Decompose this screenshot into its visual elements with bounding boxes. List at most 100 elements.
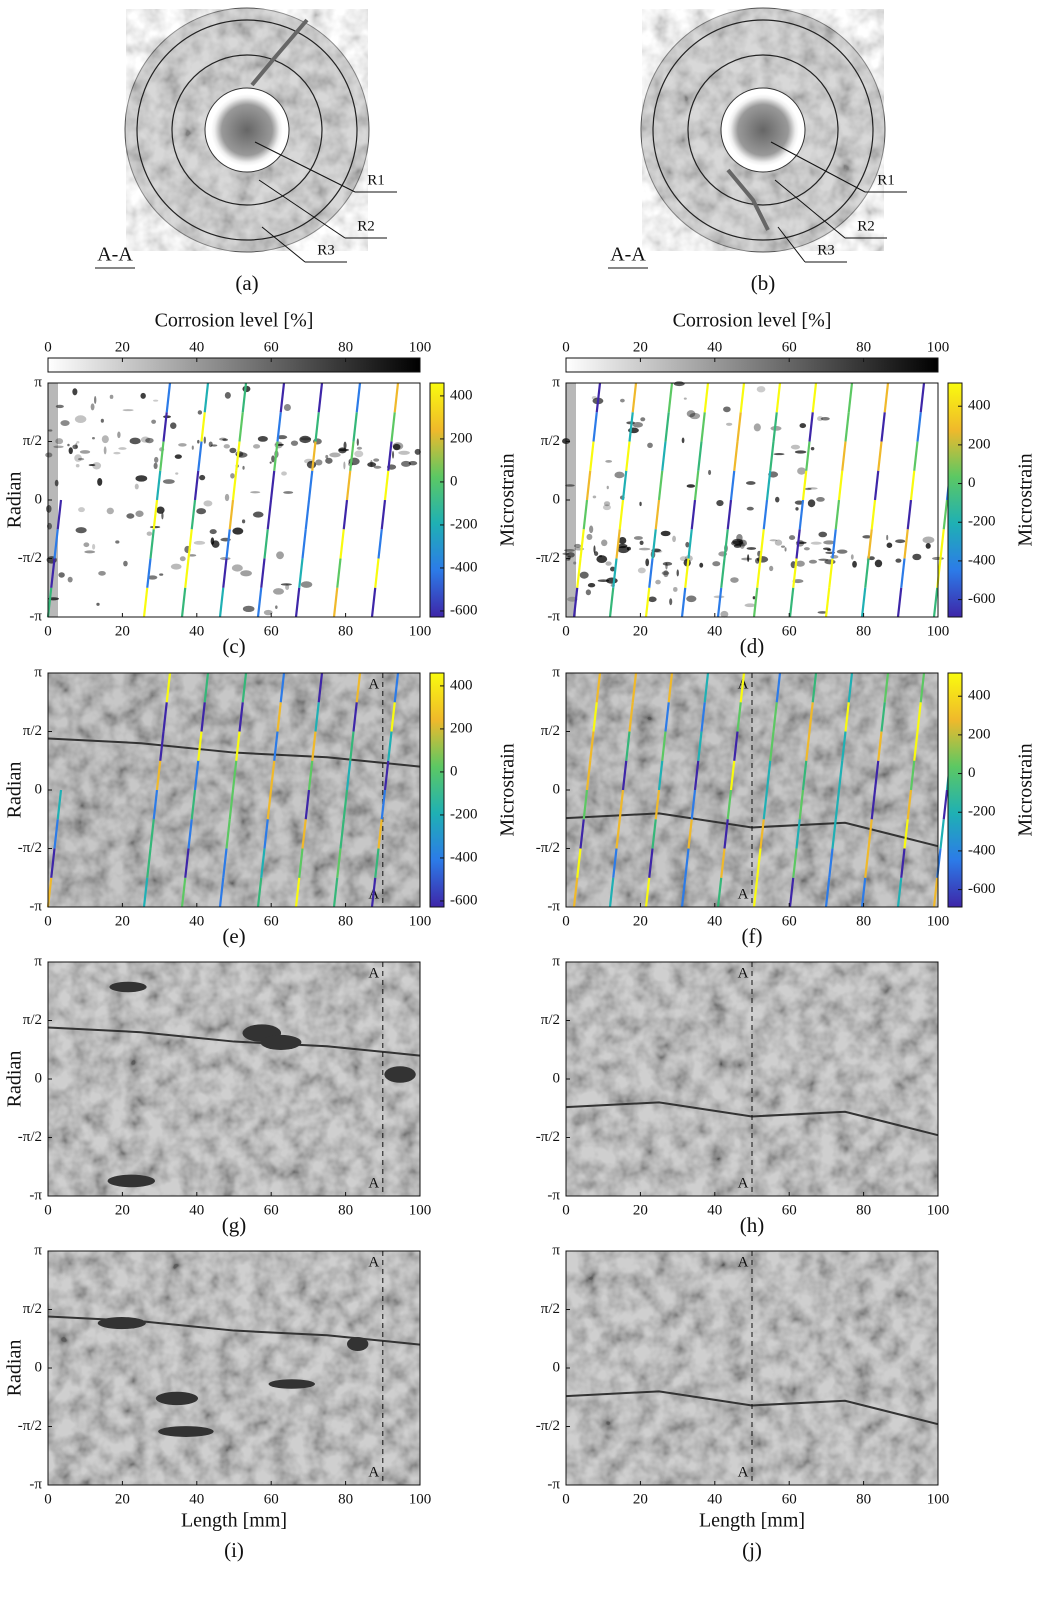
y-axis-label: Radian [4, 1340, 26, 1397]
colorbar-tick-label: 100 [409, 339, 432, 355]
y-tick-label: π/2 [23, 1012, 42, 1028]
corrosion-spot [564, 548, 575, 552]
strain-fiber [860, 877, 867, 908]
strain-fiber [276, 412, 282, 442]
corrosion-spot [90, 403, 95, 411]
corrosion-spot [617, 545, 630, 554]
strain-fiber [260, 848, 266, 878]
x-tick-label: 40 [189, 1202, 204, 1218]
strain-fiber [595, 382, 602, 413]
strain-fiber [811, 382, 818, 413]
strain-fiber [932, 587, 939, 618]
strain-fiber [644, 877, 651, 908]
corrosion-spot [263, 609, 273, 616]
corrosion-spot [775, 496, 780, 503]
ring-label: R2 [357, 218, 375, 234]
corrosion-spot [818, 531, 828, 538]
corrosion-spot [594, 551, 599, 556]
section-marker: A [738, 1175, 749, 1191]
strain-fiber [847, 672, 854, 703]
corrosion-spot [886, 534, 889, 541]
corrosion-spot [699, 562, 704, 568]
ring-label: R2 [857, 218, 875, 234]
corrosion-spot [792, 579, 804, 584]
strain-fiber [301, 529, 307, 559]
strain-fiber [180, 587, 187, 618]
strain-fiber [165, 672, 172, 703]
strain-fiber [339, 529, 345, 559]
corrosion-spot [179, 556, 186, 562]
strain-fiber [304, 499, 311, 530]
strain-fiber [880, 412, 886, 442]
x-tick-label: 80 [338, 623, 353, 639]
corrosion-spot [818, 558, 829, 561]
corrosion-spot [92, 462, 102, 470]
corrosion-spot [283, 404, 291, 411]
corrosion-spot [655, 579, 661, 585]
x-tick-label: 40 [189, 1491, 204, 1507]
strain-fiber [307, 470, 314, 501]
strain-fiber [657, 760, 664, 791]
corrosion-spot [661, 571, 670, 576]
strain-fiber [228, 789, 235, 820]
corrosion-spot [140, 436, 150, 443]
strain-fiber [703, 382, 710, 413]
corrosion-spot [275, 605, 278, 609]
strain-fiber [387, 441, 393, 471]
corrosion-spot [76, 441, 80, 444]
y-tick-label: π/2 [23, 433, 42, 449]
corrosion-spot [820, 416, 830, 421]
strain-fiber [775, 672, 782, 703]
strain-fiber [631, 382, 638, 413]
strain-fiber [146, 558, 152, 588]
colorbar-tick-label: 40 [189, 339, 204, 355]
scan-texture [48, 1251, 420, 1485]
y-tick-label: 0 [35, 1359, 43, 1375]
corrosion-spot [343, 441, 347, 450]
strain-fiber [390, 702, 396, 732]
colorbar-tick-label: -400 [450, 559, 478, 575]
strain-fiber [190, 499, 197, 530]
corrosion-spot [115, 540, 120, 544]
strain-fiber [801, 470, 808, 501]
strain-fiber [844, 412, 850, 442]
strain-fiber [193, 760, 200, 791]
y-tick-label: 0 [553, 781, 561, 797]
corrosion-spot [769, 539, 778, 542]
strain-fiber [615, 529, 621, 559]
ring-label: R1 [877, 172, 895, 188]
strain-fiber [661, 441, 667, 471]
corrosion-spot [196, 508, 207, 515]
strain-fiber [693, 760, 700, 791]
corrosion-spot [83, 542, 90, 548]
corrosion-spot [862, 535, 872, 539]
corrosion-spot [648, 596, 657, 603]
strain-fiber [880, 702, 886, 732]
strain-fiber [684, 848, 690, 878]
y-tick-label: π [552, 953, 560, 969]
corrosion-spot [356, 446, 363, 450]
corrosion-spot [804, 487, 812, 491]
strain-fiber [317, 672, 324, 703]
corrosion-spot [78, 507, 85, 513]
strain-fiber [374, 558, 380, 588]
corrosion-spot [925, 542, 931, 549]
corrosion-spot [67, 576, 73, 583]
x-tick-label: 80 [856, 1202, 871, 1218]
corrosion-spot [253, 444, 261, 449]
x-tick-label: 0 [562, 1491, 570, 1507]
y-tick-label: π [34, 1242, 42, 1258]
caption: (i) [224, 1538, 244, 1562]
corrosion-spot [730, 577, 739, 583]
corrosion-spot [151, 419, 157, 424]
x-tick-label: 60 [782, 1491, 797, 1507]
strain-fiber [657, 470, 664, 501]
corrosion-spot [803, 547, 810, 551]
strain-fiber [792, 558, 798, 588]
colorbar-tick-label: -200 [968, 514, 996, 530]
strain-fiber [870, 499, 877, 530]
strain-fiber [687, 819, 693, 849]
corrosion-spot [231, 564, 243, 572]
strain-fiber [625, 441, 631, 471]
